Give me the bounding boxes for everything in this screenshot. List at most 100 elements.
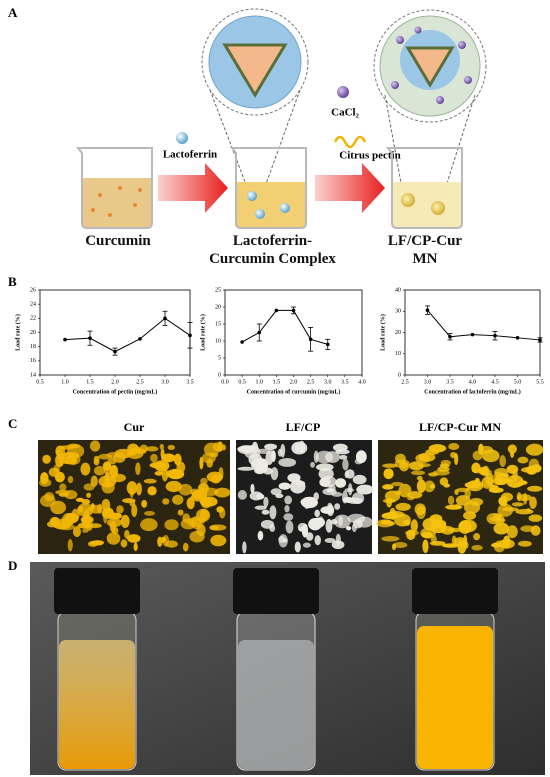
powder-grain bbox=[59, 483, 67, 492]
data-line bbox=[64, 317, 191, 353]
x-axis-label: Concentration of lactoferrin (mg/mL) bbox=[424, 388, 520, 395]
powder-grain bbox=[314, 509, 320, 518]
data-point bbox=[113, 349, 117, 354]
powder-grain bbox=[494, 467, 509, 477]
powder-grain bbox=[254, 505, 267, 510]
powder-grain bbox=[178, 483, 193, 496]
powder-grain bbox=[172, 494, 184, 505]
data-point bbox=[63, 337, 67, 342]
powder-grain bbox=[529, 496, 537, 509]
y-tick-label: 16 bbox=[30, 358, 36, 364]
powder-grain bbox=[285, 520, 294, 534]
powder-grain bbox=[182, 542, 189, 552]
powder-grain bbox=[269, 524, 276, 532]
powder-grain bbox=[189, 530, 205, 543]
powder-grain bbox=[278, 482, 291, 490]
data-point bbox=[88, 336, 92, 340]
powder-grain bbox=[44, 491, 55, 502]
powder-grain bbox=[352, 474, 367, 485]
step-label: Curcumin bbox=[85, 233, 151, 249]
powder-grain bbox=[159, 443, 164, 450]
data-line bbox=[427, 309, 541, 341]
arrow bbox=[158, 163, 228, 213]
powder-grain bbox=[523, 492, 528, 505]
powder-grain bbox=[475, 477, 480, 484]
powder-grain bbox=[248, 453, 263, 466]
y-tick-label: 20 bbox=[395, 330, 401, 336]
powder-grain bbox=[510, 450, 515, 458]
powder-grain bbox=[507, 444, 517, 454]
powder-grain bbox=[486, 513, 501, 525]
x-axis-label: Concentration of pectin (mg/mL) bbox=[73, 388, 158, 395]
powder-grain bbox=[445, 504, 463, 510]
y-tick-label: 18 bbox=[30, 344, 36, 350]
powder-grain bbox=[67, 475, 74, 484]
data-point bbox=[470, 332, 475, 337]
powder-grain bbox=[86, 492, 92, 498]
powder-grain bbox=[135, 462, 141, 476]
data-point bbox=[257, 330, 262, 335]
photo-caption: Cur bbox=[124, 420, 145, 434]
powder-grain bbox=[93, 465, 106, 476]
powder-grain bbox=[408, 461, 424, 471]
powder-grain bbox=[347, 513, 366, 524]
micelle-core bbox=[405, 46, 455, 88]
powder-grain bbox=[497, 503, 514, 517]
x-tick-label: 1.0 bbox=[256, 379, 264, 385]
vial bbox=[54, 568, 140, 771]
arrow bbox=[315, 163, 385, 213]
data-point bbox=[163, 316, 167, 321]
powder-grain bbox=[116, 505, 124, 514]
powder-grain bbox=[443, 483, 450, 488]
powder-grain bbox=[257, 530, 264, 541]
powder-grain bbox=[298, 440, 305, 454]
x-axis-label: Concentration of curcumin (mg/mL) bbox=[247, 388, 341, 395]
powder-grain bbox=[109, 464, 119, 479]
powder-grain bbox=[313, 492, 320, 501]
vial bbox=[412, 568, 498, 771]
powder-grain bbox=[428, 472, 439, 477]
powder-grain bbox=[196, 508, 211, 522]
cacl2-icon bbox=[337, 86, 349, 98]
powder-grain bbox=[382, 463, 398, 468]
powder-grain bbox=[410, 519, 418, 533]
powder-grain bbox=[90, 504, 102, 514]
powder-grain bbox=[58, 445, 74, 450]
powder-grain bbox=[318, 467, 334, 480]
powder-grain bbox=[506, 464, 519, 474]
powder-grain bbox=[473, 532, 481, 541]
x-tick-label: 2.5 bbox=[307, 379, 315, 385]
powder-grain bbox=[212, 442, 223, 452]
powder-grain bbox=[263, 496, 269, 508]
powder-grain bbox=[345, 526, 352, 531]
y-axis-label: Load rate (%) bbox=[14, 314, 21, 351]
powder-grain bbox=[501, 478, 514, 483]
powder-grain bbox=[216, 506, 224, 513]
powder-grain bbox=[77, 522, 92, 529]
powder-grain bbox=[141, 499, 148, 508]
powder-grain bbox=[271, 450, 276, 462]
powder-grain bbox=[516, 492, 522, 502]
powder-grain bbox=[485, 472, 494, 487]
y-tick-label: 26 bbox=[30, 287, 36, 293]
powder-grain bbox=[335, 449, 350, 455]
powder-grain bbox=[418, 452, 436, 462]
powder-grain bbox=[391, 481, 404, 487]
panel-label: A bbox=[8, 5, 18, 20]
powder-grain bbox=[133, 542, 138, 552]
powder-grain bbox=[493, 522, 510, 535]
powder-grain bbox=[237, 466, 255, 471]
photo-caption: LF/CP-Cur MN bbox=[419, 420, 501, 434]
data-point bbox=[538, 338, 542, 342]
powder-grain bbox=[67, 539, 73, 552]
powder-grain bbox=[430, 535, 437, 544]
beaker bbox=[75, 147, 153, 229]
powder-grain bbox=[382, 484, 394, 490]
y-tick-label: 24 bbox=[30, 302, 36, 308]
powder-grain bbox=[447, 495, 455, 505]
powder-grain bbox=[342, 458, 349, 471]
step-label: Lactoferrin-Curcumin Complex bbox=[209, 233, 336, 267]
powder-grain bbox=[429, 514, 443, 524]
panel-label: D bbox=[8, 558, 17, 573]
powder-grain bbox=[101, 480, 115, 494]
